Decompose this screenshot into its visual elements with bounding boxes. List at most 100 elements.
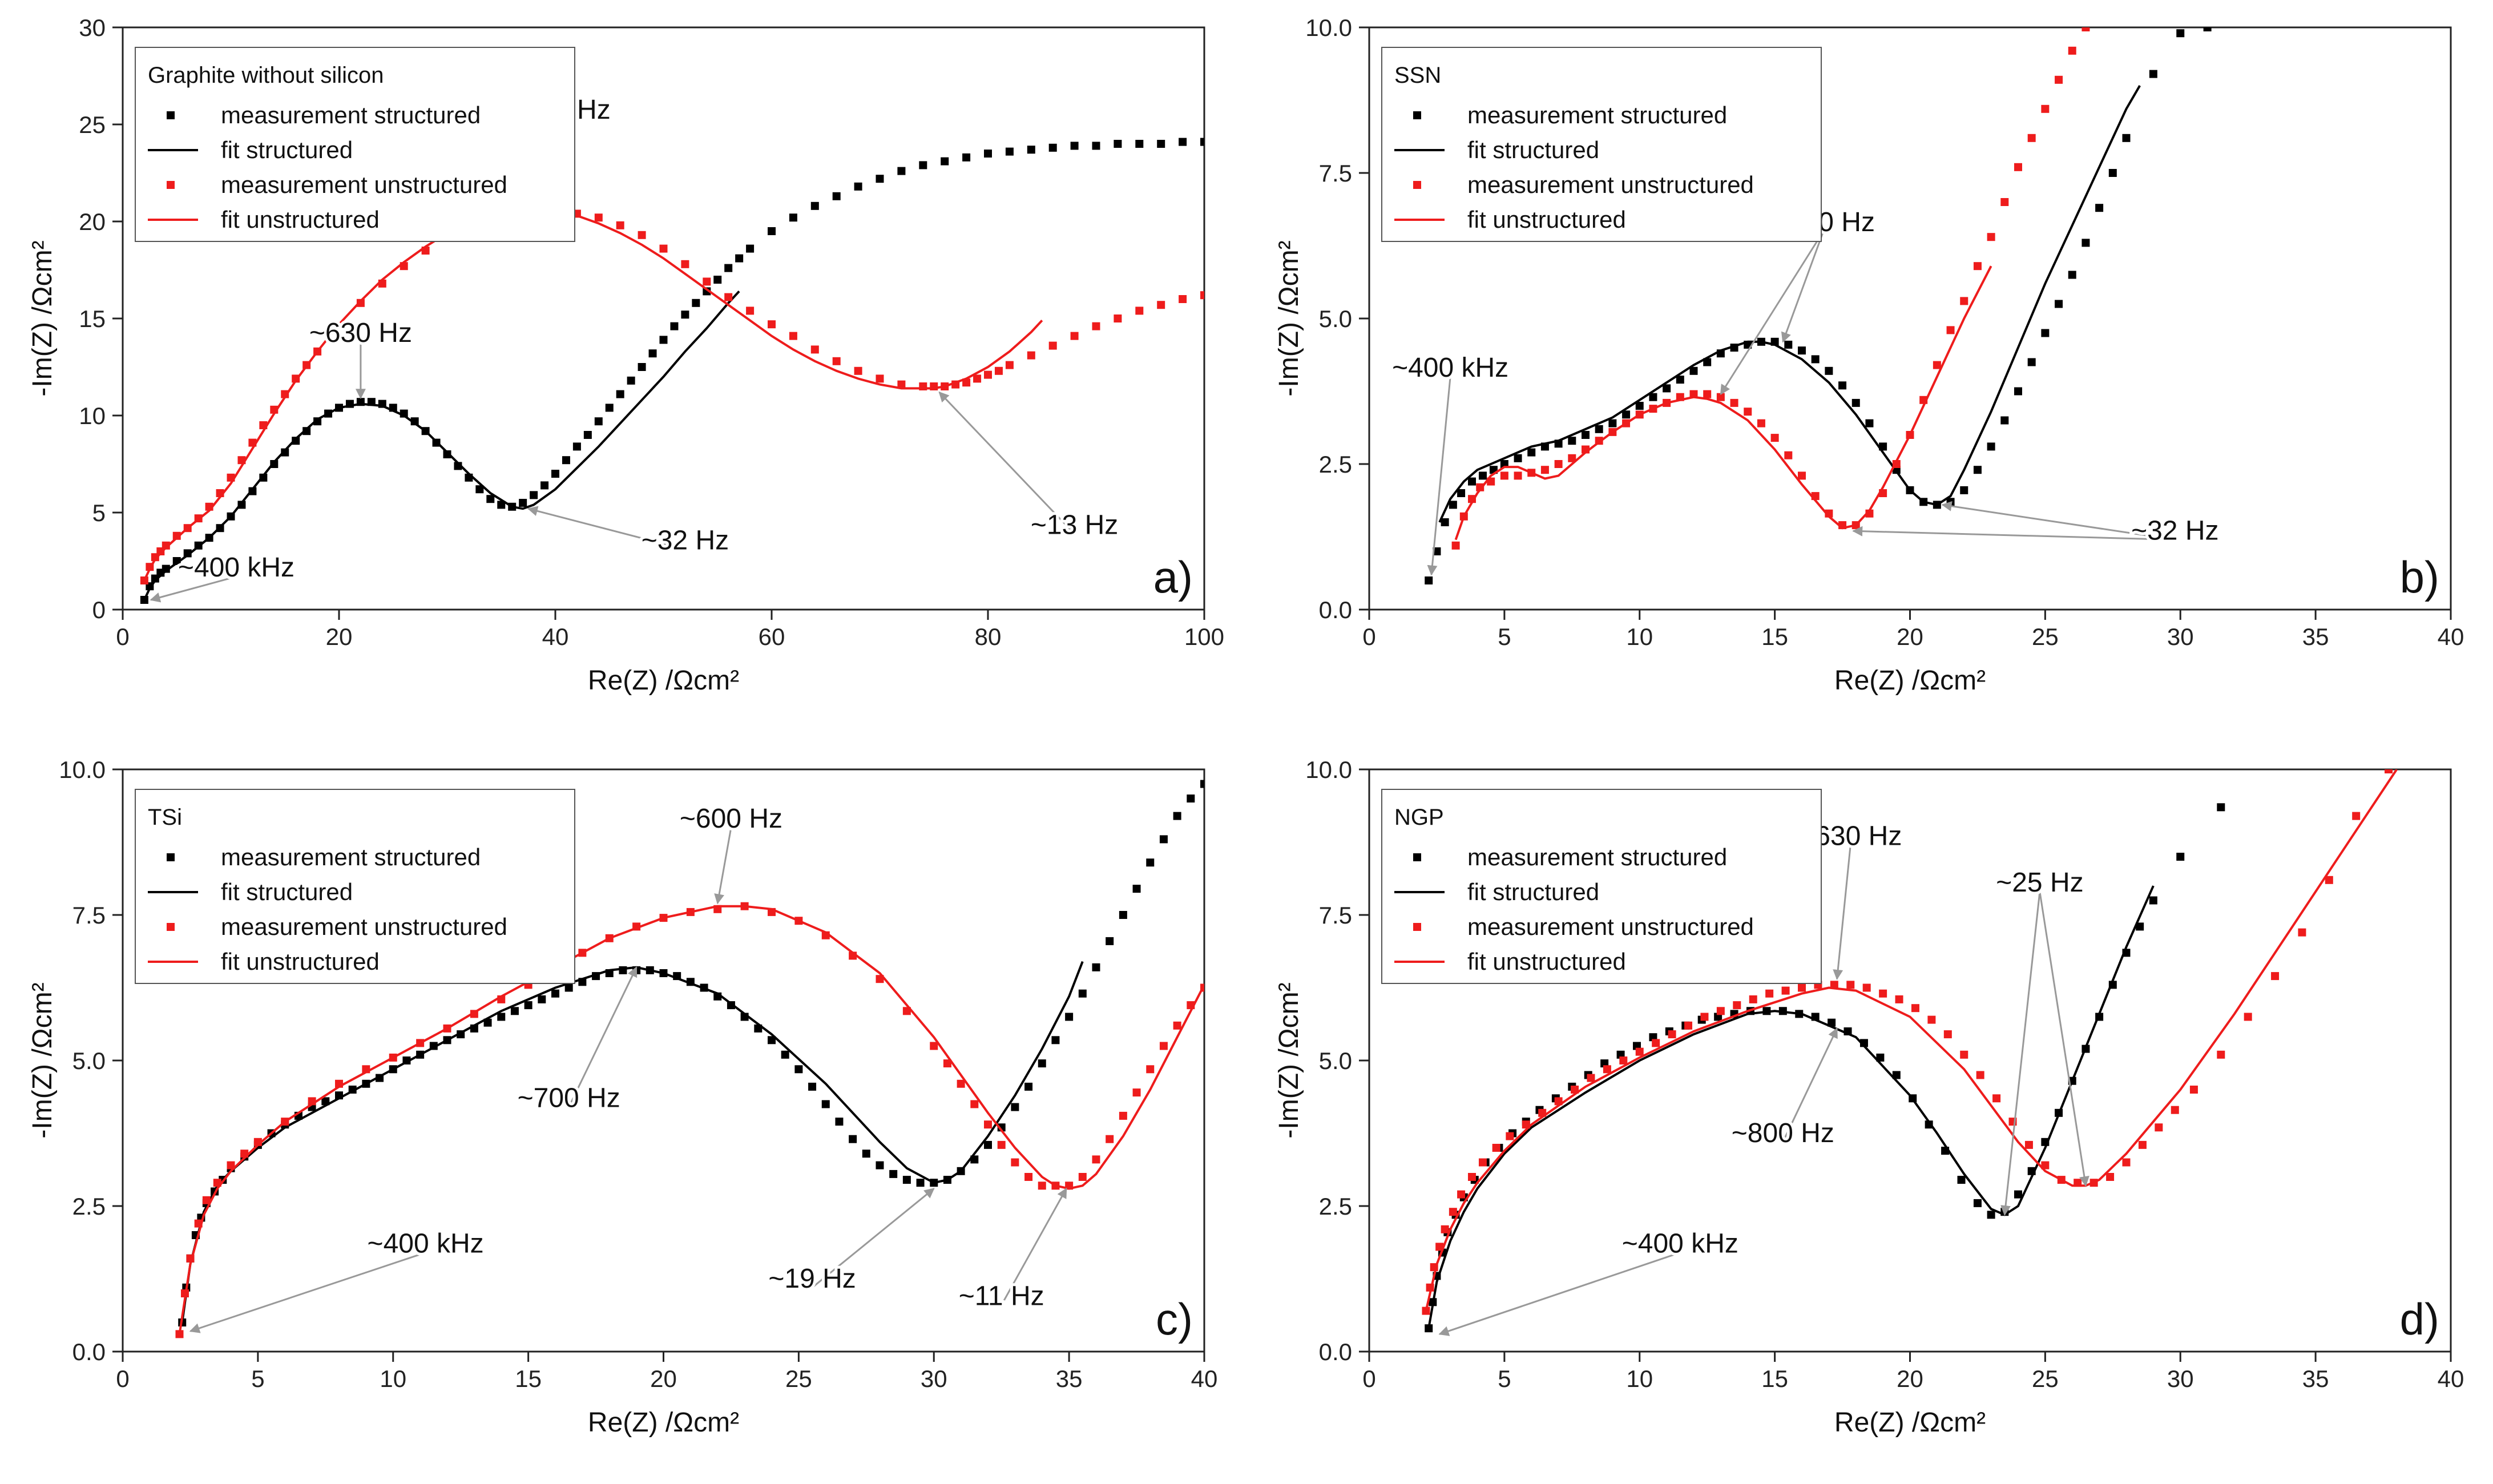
annotation-arrow [714, 827, 732, 905]
data-point-measurement-unstructured [2171, 1106, 2179, 1114]
annotation-label: ~630 Hz [309, 318, 412, 348]
data-point-measurement-unstructured [1960, 297, 1968, 305]
data-point-measurement-unstructured [1011, 1158, 1019, 1167]
annotation-arrow [1852, 526, 2175, 541]
data-point-measurement-unstructured [2041, 104, 2050, 113]
data-point-measurement-unstructured [1587, 1074, 1595, 1082]
data-point-measurement-structured [984, 150, 992, 158]
panel-d-nyquist-ngp: 0 5 10 15 20 25 30 35 40 0.0 2.5 5.0 7.5 10.0 Re(Z) /Ω… [1246, 742, 2493, 1484]
data-point-measurement-unstructured [1038, 1181, 1046, 1190]
data-point-measurement-structured [1038, 1059, 1046, 1068]
annotation-arrow [189, 1252, 426, 1333]
x-tick-label: 10 [380, 1365, 406, 1392]
x-tick-label: 30 [921, 1365, 947, 1392]
series-line-fit-unstructured [143, 208, 1043, 581]
data-point-measurement-structured [810, 201, 819, 210]
data-point-measurement-unstructured [1468, 1173, 1477, 1181]
data-point-measurement-unstructured [1798, 471, 1806, 480]
legend: NGP measurement structured fit structured m… [1381, 789, 1822, 984]
y-axis-title: -Im(Z) /Ωcm² [1274, 240, 1304, 396]
annotation-label: ~700 Hz [518, 1083, 620, 1114]
y-tick-label: 15 [79, 305, 106, 332]
data-point-measurement-structured [564, 983, 573, 992]
data-point-measurement-structured [1011, 1103, 1019, 1111]
legend-marker-meas_structured [167, 111, 175, 119]
data-point-measurement-unstructured [930, 1042, 938, 1050]
data-point-measurement-structured [524, 1001, 533, 1010]
data-point-measurement-structured [1468, 477, 1477, 486]
data-point-measurement-structured [1106, 937, 1114, 945]
legend-title: TSi [148, 805, 182, 830]
data-point-measurement-unstructured [638, 231, 646, 239]
panel-label: a) [1153, 552, 1193, 602]
annotation-arrow [527, 506, 685, 551]
data-point-measurement-structured [1838, 381, 1847, 390]
data-point-measurement-structured [1119, 911, 1127, 919]
x-tick-label: 15 [1761, 623, 1788, 650]
annotation-arrow [568, 966, 638, 1108]
legend-marker-meas_unstructured [1413, 923, 1421, 931]
legend-marker-meas_unstructured [167, 923, 175, 931]
data-point-measurement-structured [1092, 963, 1100, 971]
data-point-measurement-structured [2149, 896, 2157, 905]
data-point-measurement-structured [962, 153, 971, 162]
data-point-measurement-structured [1179, 138, 1187, 146]
data-point-measurement-unstructured [681, 260, 689, 268]
data-point-measurement-structured [2000, 416, 2009, 425]
data-point-measurement-unstructured [1478, 1158, 1487, 1167]
data-point-measurement-structured [281, 448, 289, 457]
data-point-measurement-unstructured [832, 357, 841, 365]
x-tick-label: 0 [1362, 1365, 1375, 1392]
x-tick-label: 35 [1056, 1365, 1083, 1392]
data-point-measurement-structured [638, 363, 646, 371]
data-point-measurement-structured [821, 1100, 830, 1108]
annotation-arrow [1781, 231, 1825, 343]
data-point-measurement-structured [486, 495, 495, 503]
data-point-measurement-structured [2014, 1190, 2022, 1199]
data-point-measurement-unstructured [1716, 1007, 1725, 1015]
data-point-measurement-unstructured [1506, 1132, 1514, 1140]
data-point-measurement-structured [1070, 142, 1079, 150]
data-point-measurement-unstructured [1146, 1065, 1155, 1074]
data-point-measurement-structured [1635, 402, 1644, 410]
data-point-measurement-structured [648, 349, 657, 358]
data-point-measurement-unstructured [1024, 1173, 1033, 1181]
x-tick-label: 30 [2167, 623, 2194, 650]
y-tick-label: 0.0 [72, 1338, 106, 1365]
data-point-measurement-structured [919, 161, 927, 170]
legend-marker-meas_unstructured [167, 181, 175, 189]
data-point-measurement-structured [1568, 437, 1576, 445]
data-point-measurement-unstructured [2014, 163, 2022, 171]
data-point-measurement-unstructured [2325, 876, 2333, 884]
data-point-measurement-structured [1649, 393, 1657, 401]
chart-c-svg: 0 5 10 15 20 25 30 35 40 0.0 2.5 5.0 7.5 10.0 Re(Z) /Ω… [27, 756, 1217, 1438]
data-point-measurement-unstructured [1744, 408, 1752, 416]
data-point-measurement-structured [1173, 812, 1181, 820]
x-tick-label: 20 [326, 623, 353, 650]
y-tick-label: 2.5 [1319, 451, 1352, 478]
annotation-label: ~25 Hz [1996, 868, 2083, 898]
data-point-measurement-structured [889, 1170, 898, 1178]
data-point-measurement-unstructured [1879, 989, 1887, 998]
data-point-measurement-structured [1024, 1082, 1033, 1091]
y-tick-label: 5.0 [72, 1047, 106, 1074]
data-point-measurement-unstructured [1946, 326, 1955, 334]
annotation-arrow [812, 1188, 935, 1288]
legend-box [135, 47, 575, 242]
legend-marker-meas_unstructured [1413, 181, 1421, 189]
data-point-measurement-structured [1851, 398, 1860, 407]
legend-label-fit_structured: fit structured [1467, 878, 1599, 905]
data-point-measurement-structured [540, 481, 549, 490]
x-tick-label: 100 [1184, 623, 1224, 650]
x-tick-label: 25 [2032, 1365, 2059, 1392]
legend: Graphite without silicon measurement stru… [135, 47, 575, 242]
data-point-measurement-structured [1825, 366, 1833, 375]
data-point-measurement-structured [292, 437, 300, 445]
legend-label-fit_unstructured: fit unstructured [1467, 948, 1626, 975]
data-point-measurement-structured [692, 299, 700, 307]
data-point-measurement-structured [1433, 547, 1441, 555]
data-point-measurement-unstructured [1960, 1050, 1968, 1059]
data-point-measurement-structured [538, 995, 546, 1003]
data-point-measurement-structured [2176, 853, 2185, 861]
data-point-measurement-structured [897, 167, 906, 175]
